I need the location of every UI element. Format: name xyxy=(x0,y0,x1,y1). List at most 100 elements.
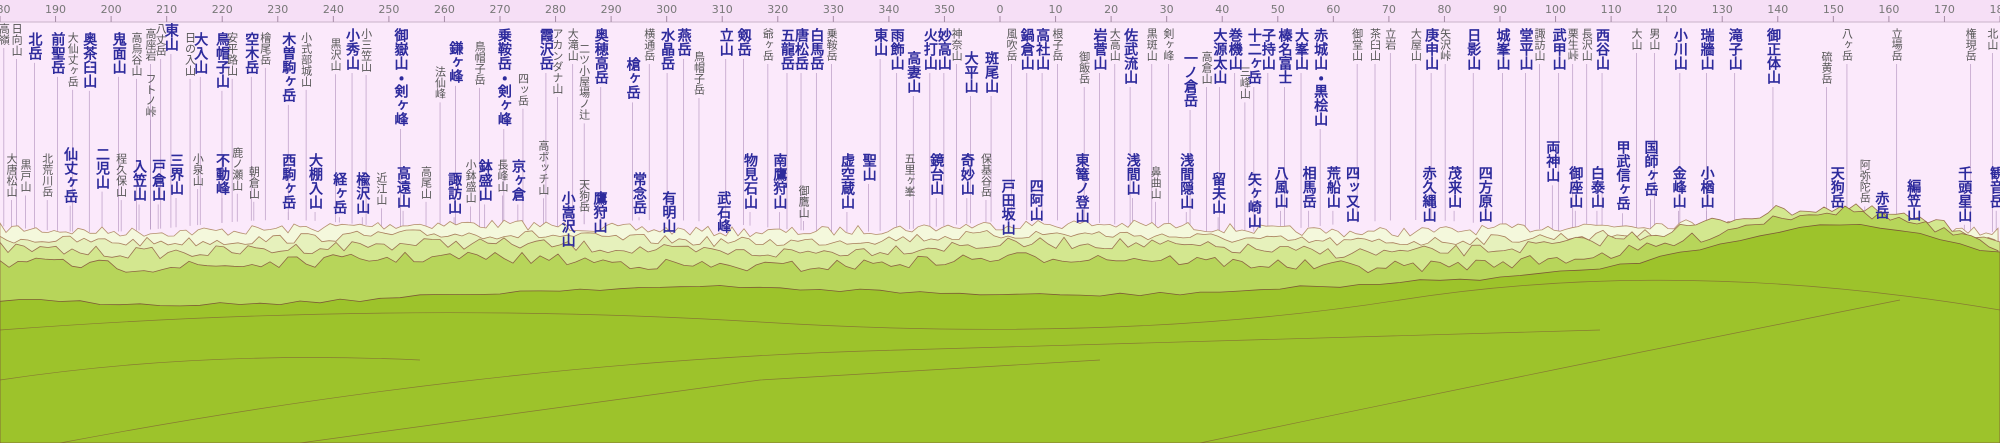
peak-label: 十二ヶ岳 xyxy=(1245,28,1262,85)
peak-label: 京ヶ倉 xyxy=(509,159,526,202)
peak-label: 大平山 xyxy=(962,51,979,94)
peak-label: 御飯岳 xyxy=(1077,51,1091,85)
scale-label: 170 xyxy=(1933,3,1955,16)
peak-label: 鳥帽子山 xyxy=(213,31,230,88)
scale-label: 310 xyxy=(711,3,733,16)
scale-label: 70 xyxy=(1381,3,1396,16)
peak-label: 立岩 xyxy=(1383,28,1397,51)
peak-label: 大高山 xyxy=(1108,28,1122,62)
peak-label: 黒沢山 xyxy=(328,38,342,72)
scale-label: 320 xyxy=(767,3,789,16)
scale-label: 280 xyxy=(545,3,567,16)
peak-label: 聖山 xyxy=(860,153,877,182)
peak-label: 国師ヶ岳 xyxy=(1642,140,1659,197)
contour-line xyxy=(299,359,1101,443)
peak-label: 天狗岳 xyxy=(577,178,591,212)
peak-label: 仙丈ヶ岳 xyxy=(62,146,79,203)
scale-label: 200 xyxy=(100,3,122,16)
scale-label: 0 xyxy=(996,3,1004,16)
scale-label: 60 xyxy=(1326,3,1341,16)
peak-label: 木曽駒ヶ岳 xyxy=(280,31,297,102)
peak-label: 高妻山 xyxy=(905,51,922,94)
scale-label: 40 xyxy=(1215,3,1230,16)
peak-label: 奇妙山 xyxy=(958,153,975,196)
peak-label: 四ッ岳 xyxy=(516,72,530,106)
scale-label: 190 xyxy=(45,3,67,16)
peak-label: 長沢山 xyxy=(1580,28,1594,62)
peak-label: 黒斑山 xyxy=(1145,28,1159,62)
peak-label: 白馬岳 xyxy=(808,28,825,71)
peak-label: 滝子山 xyxy=(1726,28,1743,71)
peak-label: 赤岳 xyxy=(1873,191,1890,220)
scale-label: 90 xyxy=(1493,3,1507,16)
scale-label: 330 xyxy=(822,3,844,16)
peak-label: 諏訪山 xyxy=(446,172,463,215)
peak-label: 三界山 xyxy=(168,153,185,196)
peak-label: 水晶岳 xyxy=(659,28,676,71)
peak-label: 小式部城山 xyxy=(299,31,313,87)
scale-label: 350 xyxy=(933,3,955,16)
peak-label: 小川山 xyxy=(1671,28,1688,71)
peak-label: 鼻曲山 xyxy=(1149,165,1163,199)
peak-label: 男山 xyxy=(1647,28,1661,51)
peak-label: 常念岳 xyxy=(631,172,648,215)
peak-label: 鍋倉山 xyxy=(1018,28,1035,71)
peak-label: 赤城山・黒桧山 xyxy=(1312,28,1329,127)
peak-label: 唐松岳 xyxy=(793,28,810,71)
peak-label: 物見石山 xyxy=(742,153,758,210)
peak-label: 火打山 xyxy=(921,28,938,71)
peak-label: 庚申山 xyxy=(1423,28,1440,71)
peak-label: 南鷹狩山 xyxy=(771,153,788,210)
peak-label: 茶臼山 xyxy=(1368,28,1382,62)
scale-label: 80 xyxy=(1437,3,1452,16)
peak-label: 浅間山 xyxy=(1124,153,1141,196)
scale-label: 30 xyxy=(1159,3,1174,16)
peak-label: 岩菅山 xyxy=(1091,28,1108,71)
peak-label: 鹿ノ瀬山 xyxy=(230,146,244,191)
peak-label: 東篭ノ登山 xyxy=(1073,153,1090,224)
scale-label: 230 xyxy=(267,3,289,16)
peak-label: 三峰山 xyxy=(1238,66,1252,100)
peak-label: 千頭星山 xyxy=(1956,165,1973,222)
peak-label: 鷹狩山 xyxy=(591,191,608,234)
peak-label: 矢沢峠 xyxy=(1438,28,1452,62)
peak-label: 荒船山 xyxy=(1324,165,1341,208)
peak-label: 霞沢岳 xyxy=(537,28,554,71)
peak-label: 西谷山 xyxy=(1594,28,1611,71)
peak-label: 鎌ヶ峰 xyxy=(447,40,464,83)
peak-label: 編笠山 xyxy=(1905,178,1922,221)
peak-label: 戸田坂山 xyxy=(999,178,1016,235)
peak-label: 白泰山 xyxy=(1588,165,1605,208)
scale-label: 160 xyxy=(1878,3,1900,16)
peak-label: 妙高山 xyxy=(935,28,952,71)
leader-lines xyxy=(3,47,1997,232)
peak-label: 御正体山 xyxy=(1764,28,1781,85)
scale-label: 50 xyxy=(1270,3,1285,16)
peak-label: 立場岳 xyxy=(1890,28,1904,62)
peak-label: 奥茶臼山 xyxy=(81,31,98,88)
peak-label: 鳥帽子岳 xyxy=(473,40,487,85)
peak-label: 北荒川岳 xyxy=(40,153,54,198)
scale-label: 260 xyxy=(433,3,455,16)
scale-label: 180 xyxy=(0,3,11,16)
contour-line xyxy=(0,357,421,381)
peak-label: 不動峰 xyxy=(213,153,230,196)
peak-label: 八ヶ岳 xyxy=(1840,28,1854,62)
peak-label: 日向山 xyxy=(10,22,24,56)
peak-label: 大屋山 xyxy=(1409,28,1423,62)
peak-label: 小泉山 xyxy=(191,153,205,187)
peak-label: 根子岳 xyxy=(1050,28,1064,62)
ridges xyxy=(0,203,2000,443)
peak-label: 鬼面山 xyxy=(110,31,127,74)
peak-label: 乗鞍岳 xyxy=(825,28,839,62)
peak-label: 北岳 xyxy=(26,31,43,60)
peak-label: 阿弥陀岳 xyxy=(1858,159,1872,204)
peak-label: 栗生峠 xyxy=(1566,28,1580,62)
peak-label: 乗鞍岳・剣ヶ峰 xyxy=(495,28,512,127)
peak-label: 安平路山 xyxy=(225,31,239,76)
scale-label: 20 xyxy=(1104,3,1119,16)
peak-label: 二ツ小屋場ノ辻 xyxy=(577,43,591,121)
scale-label: 270 xyxy=(489,3,511,16)
scale-label: 130 xyxy=(1711,3,1733,16)
peak-label: フトノ峠 xyxy=(144,72,157,117)
